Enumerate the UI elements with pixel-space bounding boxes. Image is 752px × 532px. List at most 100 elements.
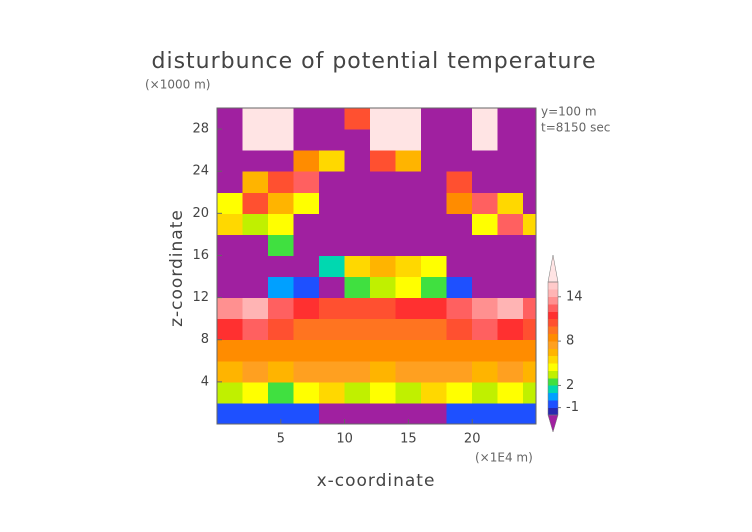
field-cell (370, 171, 397, 193)
y-tick-label: 16 (192, 248, 209, 263)
field-cell (421, 402, 448, 424)
field-cell (395, 171, 422, 193)
y-axis-label: z-coordinate (167, 209, 187, 327)
field-cell (497, 318, 524, 341)
field-cell (242, 234, 269, 256)
x-unit: (×1E4 m) (475, 451, 533, 465)
field-cell (370, 192, 397, 214)
field-cell (370, 276, 397, 299)
field-cell (293, 129, 320, 151)
field-cell (268, 108, 295, 130)
field-cell (446, 297, 473, 320)
field-cell (421, 150, 448, 172)
field-cell (497, 129, 524, 151)
field-cell (268, 129, 295, 151)
field-cell (344, 381, 371, 404)
field-cell (242, 402, 269, 424)
field-cell (293, 402, 320, 424)
field-cell (293, 171, 320, 193)
field-cell (395, 108, 422, 130)
field-cell (446, 318, 473, 341)
field-cell (217, 192, 244, 214)
colorbar-segment (548, 282, 558, 290)
field-cell (421, 339, 448, 362)
field-cell (395, 297, 422, 320)
field-cell (395, 381, 422, 404)
colorbar-segment (548, 355, 558, 364)
field-cell (370, 129, 397, 151)
field-cell (268, 192, 295, 214)
field-cell (497, 213, 524, 235)
field-cell (268, 276, 295, 299)
y-tick-label: 24 (192, 164, 209, 179)
field-cell (370, 381, 397, 404)
field-cell (293, 297, 320, 320)
colorbar-segment (548, 341, 558, 349)
field-cell (370, 402, 397, 424)
field-cell (497, 150, 524, 172)
colorbar-segment (548, 392, 558, 401)
field-cell (421, 381, 448, 404)
field-cell (268, 234, 295, 256)
field-cell (293, 234, 320, 256)
field-cell (446, 171, 473, 193)
annotation: t=8150 sec (541, 121, 610, 135)
x-tick-label: 5 (277, 432, 285, 447)
field-cell (293, 255, 320, 278)
field-cell (497, 381, 524, 404)
colorbar-segment (548, 407, 558, 416)
field-cell (217, 276, 244, 299)
field-cell (395, 129, 422, 151)
field-cell (217, 297, 244, 320)
y-tick-label: 28 (192, 122, 209, 137)
field-cell (268, 339, 295, 362)
field-cell (421, 108, 448, 130)
field-cell (446, 402, 473, 424)
field-cell (217, 234, 244, 256)
field-cell (446, 234, 473, 256)
field-cell (319, 213, 346, 235)
field-cell (217, 255, 244, 278)
plot-frame (216, 107, 537, 425)
field-cell (268, 381, 295, 404)
colorbar-segment (548, 304, 558, 312)
field-cell (370, 150, 397, 172)
colorbar-segment (548, 400, 558, 408)
field-cell (472, 339, 499, 362)
field-cell (472, 402, 499, 424)
field-cell (497, 108, 524, 130)
field-cell (497, 192, 524, 214)
colorbar-segment (548, 348, 558, 357)
field-cell (319, 318, 346, 341)
field-cell (472, 276, 499, 299)
field-cell (293, 339, 320, 362)
field-cell (446, 192, 473, 214)
field-cell (268, 150, 295, 172)
field-cell (370, 213, 397, 235)
field-cell (472, 150, 499, 172)
field-cell (472, 318, 499, 341)
field-cell (217, 381, 244, 404)
field-cell (421, 360, 448, 383)
field-cell (370, 297, 397, 320)
field-cell (268, 171, 295, 193)
field-cell (395, 255, 422, 278)
field-cell (523, 108, 536, 130)
field-cell (523, 276, 536, 299)
field-cell (497, 171, 524, 193)
field-cell (395, 213, 422, 235)
field-cell (421, 171, 448, 193)
field-cell (242, 339, 269, 362)
field-cell (293, 108, 320, 130)
colorbar-segment (548, 311, 558, 320)
colorbar-segment (548, 296, 558, 305)
x-tick-label: 10 (336, 432, 353, 447)
colorbar-extend-low (547, 414, 559, 433)
x-axis-label: x-coordinate (317, 471, 436, 491)
field-cell (344, 276, 371, 299)
y-tick-label: 12 (192, 290, 209, 305)
field-cell (344, 402, 371, 424)
field-cell (242, 360, 269, 383)
field-cell (523, 339, 536, 362)
